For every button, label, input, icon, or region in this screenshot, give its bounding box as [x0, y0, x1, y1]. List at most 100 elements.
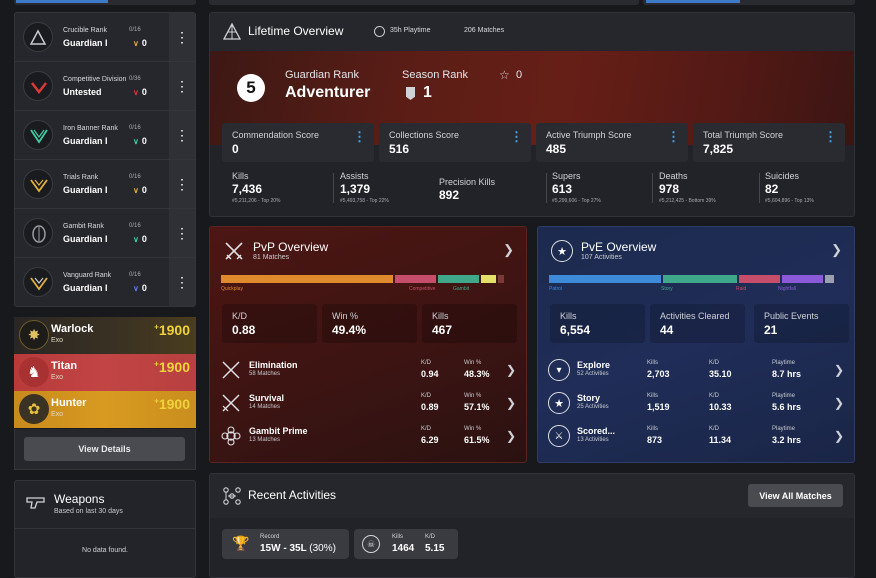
- rank-row-competitive: Competitive Division 0/36 Untested ∨ 0 ⋮: [15, 62, 195, 111]
- competitive-rank-icon: [23, 71, 53, 101]
- stat-precision-kills: Precision Kills 892: [439, 177, 496, 202]
- character-titan[interactable]: ♞ Titan Exo +1900: [14, 354, 196, 391]
- distribution-bar-segment: [663, 275, 737, 283]
- top-tab-active-indicator[interactable]: [16, 0, 108, 3]
- chevron-right-icon[interactable]: ❯: [505, 363, 516, 377]
- scored-nightfall-icon: ⚔: [548, 425, 570, 447]
- stat-suicides: Suicides 82 #5,604,896 - Top 13%: [765, 171, 814, 204]
- pvp-overview-panel[interactable]: PvP Overview 81 Matches ❯ Quickplay Comp…: [209, 226, 527, 463]
- more-icon[interactable]: ⋮: [353, 129, 366, 144]
- rank-chevron-icon: ∨: [133, 235, 139, 244]
- character-warlock[interactable]: ✸ Warlock Exo +1900: [14, 317, 196, 354]
- pvp-mode-row[interactable]: Survival 14 Matches K/D 0.89 Win % 57.1%…: [210, 387, 526, 420]
- top-tab-active-indicator[interactable]: [646, 0, 740, 3]
- rank-menu-button[interactable]: ⋮: [169, 258, 195, 306]
- warlock-emblem-icon: ✸: [19, 320, 49, 350]
- rank-value: ∨ 0: [133, 234, 147, 244]
- pvp-mode-row[interactable]: Gambit Prime 13 Matches K/D 6.29 Win % 6…: [210, 420, 526, 453]
- character-hunter[interactable]: ✿ Hunter Exo +1900: [14, 391, 196, 428]
- pvp-subtitle: 81 Matches: [253, 254, 290, 261]
- more-icon[interactable]: ⋮: [510, 129, 523, 144]
- stat-supers: Supers 613 #5,299,606 - Top 27%: [552, 171, 601, 204]
- distribution-bar-segment: [498, 275, 504, 283]
- rank-value: ∨ 0: [133, 38, 147, 48]
- view-all-matches-button[interactable]: View All Matches: [748, 484, 843, 507]
- rank-row-iron-banner: Iron Banner Rank 0/16 Guardian I ∨ 0 ⋮: [15, 111, 195, 160]
- rank-menu-button[interactable]: ⋮: [169, 160, 195, 208]
- distribution-bar-segment: [481, 275, 496, 283]
- playtime-text: 35h Playtime: [390, 27, 431, 34]
- chevron-right-icon[interactable]: ❯: [505, 396, 516, 410]
- rank-name: Crucible Rank: [63, 27, 107, 34]
- pvp-kills-card: Kills 467: [422, 304, 517, 343]
- stat-divider: [652, 173, 653, 203]
- weapons-title: Weapons: [54, 492, 105, 506]
- rank-range: 0/16: [129, 174, 141, 180]
- rank-menu-button[interactable]: ⋮: [169, 13, 195, 61]
- bar-label-story: Story: [661, 286, 673, 292]
- rank-menu-button[interactable]: ⋮: [169, 209, 195, 257]
- more-icon[interactable]: ⋮: [667, 129, 680, 144]
- chevron-right-icon[interactable]: ❯: [833, 363, 844, 377]
- active-triumph-score-card[interactable]: Active Triumph Score 485 ⋮: [536, 123, 688, 162]
- weapons-divider: [15, 528, 195, 529]
- kills-kd-pill: ☠ Kills 1464 K/D 5.15: [354, 529, 458, 559]
- pvp-kd-card: K/D 0.88: [222, 304, 317, 343]
- hunter-emblem-icon: ✿: [19, 394, 49, 424]
- gambit-prime-icon: [220, 425, 242, 447]
- distribution-bar-segment: [782, 275, 823, 283]
- pve-mode-row[interactable]: ⚔ Scored... 13 Activities Kills 873 K/D …: [538, 420, 854, 453]
- chevron-right-icon[interactable]: ❯: [831, 242, 842, 257]
- score-label: Commendation Score: [232, 130, 320, 140]
- score-label: Active Triumph Score: [546, 130, 632, 140]
- more-icon[interactable]: ⋮: [824, 129, 837, 144]
- weapons-subtitle: Based on last 30 days: [54, 508, 123, 515]
- view-details-button[interactable]: View Details: [24, 437, 185, 461]
- rank-row-gambit: Gambit Rank 0/16 Guardian I ∨ 0 ⋮: [15, 209, 195, 258]
- character-class: Hunter: [51, 397, 87, 409]
- season-rank-value: 1: [423, 84, 432, 101]
- rank-menu-button[interactable]: ⋮: [169, 111, 195, 159]
- chevron-right-icon[interactable]: ❯: [503, 242, 514, 257]
- pve-overview-panel[interactable]: ★ PvE Overview 107 Activities ❯ Patrol S…: [537, 226, 855, 463]
- bar-label-raid: Raid: [736, 286, 747, 292]
- recent-activities-header: Recent Activities: [210, 474, 854, 518]
- rank-chevron-icon: ∨: [133, 284, 139, 293]
- pve-mode-row[interactable]: ★ Story 25 Activities Kills 1,519 K/D 10…: [538, 387, 854, 420]
- matches-text: 206 Matches: [464, 27, 505, 34]
- rank-tier: Guardian I: [63, 234, 108, 244]
- record-pill: 🏆 Record 15W - 35L (30%): [222, 529, 349, 559]
- season-rank-icon: [406, 87, 415, 100]
- rank-value: ∨ 0: [133, 87, 147, 97]
- weapons-panel: Weapons Based on last 30 days No data fo…: [14, 480, 196, 578]
- guardian-rank-label: Guardian Rank: [285, 69, 359, 81]
- stat-assists: Assists 1,379 #5,493,758 - Top 22%: [340, 171, 389, 204]
- bar-label-patrol: Patrol: [549, 286, 563, 292]
- rank-range: 0/36: [129, 76, 141, 82]
- rank-name: Competitive Division: [63, 76, 127, 83]
- stat-divider: [333, 173, 334, 203]
- rank-row-crucible: Crucible Rank 0/16 Guardian I ∨ 0 ⋮: [15, 13, 195, 62]
- stat-deaths: Deaths 978 #5,212,425 - Bottom 39%: [659, 171, 716, 204]
- commendation-score-card[interactable]: Commendation Score 0 ⋮: [222, 123, 374, 162]
- rank-tier: Guardian I: [63, 283, 108, 293]
- pve-subtitle: 107 Activities: [581, 254, 622, 261]
- recent-activities-title: Recent Activities: [248, 488, 337, 502]
- rank-menu-button[interactable]: ⋮: [169, 62, 195, 110]
- trials-rank-icon: [23, 169, 53, 199]
- character-class: Titan: [51, 360, 78, 372]
- kills-label: Kills: [392, 534, 404, 540]
- chevron-right-icon[interactable]: ❯: [833, 429, 844, 443]
- rank-tier: Guardian I: [63, 38, 108, 48]
- distribution-bar-segment: [438, 275, 479, 283]
- total-triumph-score-card[interactable]: Total Triumph Score 7,825 ⋮: [693, 123, 845, 162]
- chevron-right-icon[interactable]: ❯: [833, 396, 844, 410]
- pve-mode-row[interactable]: ▾ Explore 52 Activities Kills 2,703 K/D …: [538, 354, 854, 387]
- rank-name: Iron Banner Rank: [63, 125, 118, 132]
- rank-tier: Untested: [63, 87, 102, 97]
- collections-score-card[interactable]: Collections Score 516 ⋮: [379, 123, 531, 162]
- chevron-right-icon[interactable]: ❯: [505, 429, 516, 443]
- pvp-mode-row[interactable]: Elimination 58 Matches K/D 0.94 Win % 48…: [210, 354, 526, 387]
- pvp-crossed-swords-icon: [223, 240, 245, 262]
- top-tab-strip-right: [643, 0, 855, 5]
